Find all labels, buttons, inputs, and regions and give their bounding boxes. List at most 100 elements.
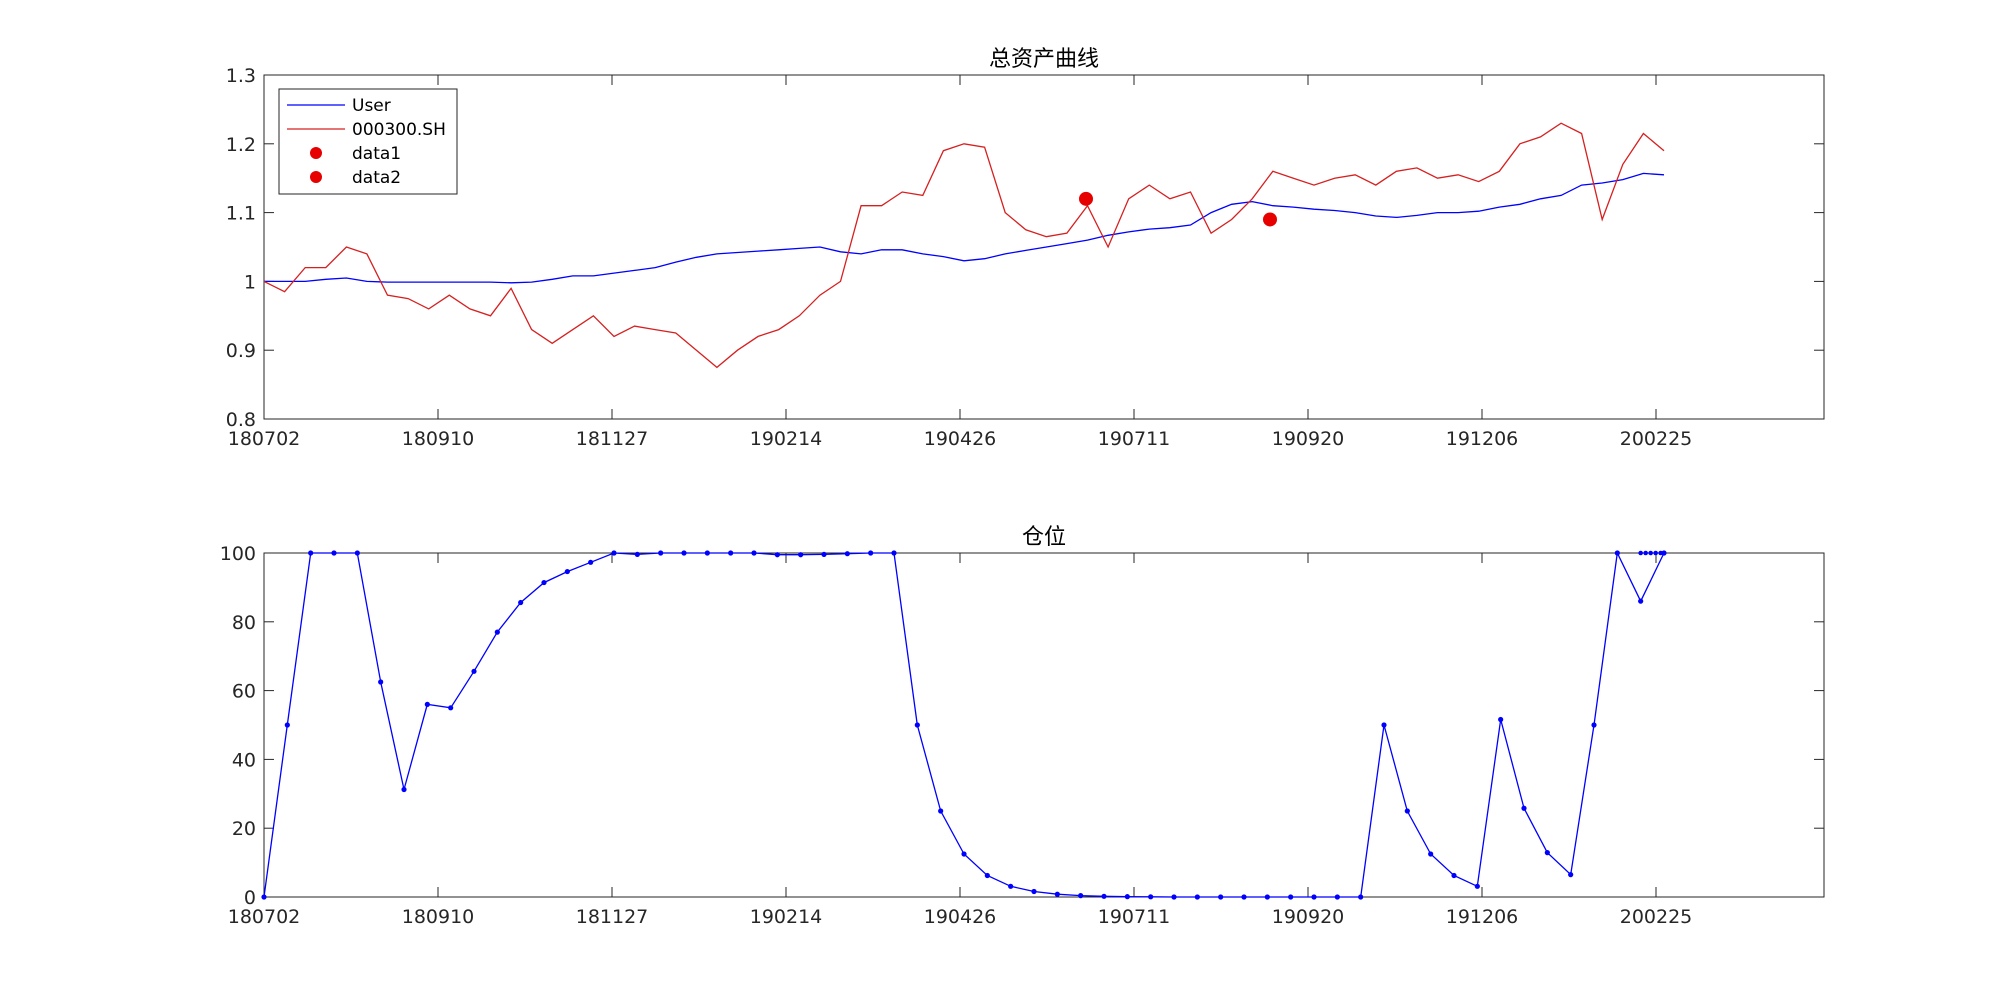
asset-curve-x-tick-label: 190920 [1272, 428, 1345, 450]
legend: User 000300.SH data1 data2 [278, 88, 458, 195]
position-series-point [658, 550, 664, 556]
asset-curve-y-tick-label: 1.1 [226, 203, 256, 225]
asset-curve-x-tick-label: 181127 [576, 428, 649, 450]
position-series-point [1171, 894, 1177, 900]
position-series-point [1358, 894, 1364, 900]
asset-curve-y-tick-label: 0.9 [226, 340, 256, 362]
position-x-tick-label: 181127 [576, 906, 649, 928]
position-series-point [681, 550, 687, 556]
position-series [261, 550, 1667, 900]
position-y-tick-label: 100 [220, 543, 256, 565]
position-series-point [891, 550, 897, 556]
position-series-point [331, 550, 337, 556]
position-series-point [1334, 894, 1340, 900]
position-panel: 仓位 0 20 40 60 80 100 180702 180910 181127 190214… [220, 525, 1825, 928]
position-series-point [868, 550, 874, 556]
position-series-point [611, 550, 617, 556]
position-series-point [378, 679, 384, 685]
asset-curve-y-tick-label: 1.3 [226, 65, 256, 87]
legend-label-data2: data2 [352, 168, 401, 188]
position-series-point [1148, 894, 1154, 900]
position-series-point [1008, 883, 1014, 889]
position-series-point [984, 872, 990, 879]
position-series-point [728, 550, 734, 556]
asset-curve-y-tick-label: 1 [244, 271, 256, 293]
position-x-tick-label: 180702 [228, 906, 301, 928]
asset-curve-x-tick-label: 191206 [1446, 428, 1519, 450]
position-y-tick-label: 20 [232, 818, 256, 840]
position-series-point [914, 722, 920, 728]
position-series-point [1653, 550, 1658, 556]
position-series-point [1311, 894, 1317, 900]
position-x-tick-label: 190920 [1272, 906, 1345, 928]
position-x-ticks: 180702 180910 181127 190214 190426 190711 1909… [228, 553, 1693, 928]
asset-curve-series [263, 122, 1665, 369]
asset-curve-x-tick-label: 180702 [228, 428, 301, 450]
position-series-point [1124, 894, 1130, 900]
position-x-tick-label: 200225 [1620, 906, 1693, 928]
asset-curve-y-tick-label: 1.2 [226, 134, 256, 156]
position-series-point [1078, 893, 1084, 899]
position-x-tick-label: 190711 [1098, 906, 1171, 928]
position-series-point [1658, 550, 1663, 556]
position-series-point [1648, 550, 1653, 556]
position-series-point [1498, 716, 1504, 723]
position-series-point [1288, 894, 1294, 900]
position-series-point [1544, 850, 1550, 856]
position-series-point [1591, 722, 1597, 728]
position-series-point [1054, 891, 1060, 897]
position-axes [263, 552, 1825, 898]
position-series-point [961, 851, 967, 857]
position-title: 仓位 [1022, 525, 1066, 550]
position-series-point [844, 551, 850, 557]
position-series-point [1568, 872, 1574, 878]
position-series-point [704, 550, 710, 556]
position-series-point [1474, 883, 1480, 889]
position-series-point [1661, 550, 1667, 556]
position-series-point [1638, 598, 1644, 604]
asset-curve-x-tick-label: 190426 [924, 428, 997, 450]
position-series-point [1031, 888, 1037, 895]
position-series-point [751, 550, 757, 556]
position-series-point [1638, 550, 1643, 556]
position-series-point [1643, 550, 1648, 556]
asset-curve-x-tick-label: 200225 [1620, 428, 1693, 450]
position-series-point [494, 629, 500, 635]
asset-curve-x-tick-label: 190711 [1098, 428, 1171, 450]
position-y-tick-label: 60 [232, 681, 256, 703]
position-series-point [821, 551, 827, 557]
position-series-point [564, 568, 570, 575]
position-x-tick-label: 191206 [1446, 906, 1519, 928]
position-series-point [1218, 894, 1224, 900]
asset-curve-x-tick-label: 180910 [402, 428, 475, 450]
position-series-point [354, 550, 360, 556]
legend-label-user: User [352, 96, 391, 116]
asset-curve-data2-marker [1263, 212, 1277, 227]
position-series-point [634, 551, 640, 557]
position-series-point [1264, 894, 1270, 900]
position-series-point [401, 786, 407, 793]
position-series-point [774, 552, 780, 558]
position-series-point [798, 552, 804, 558]
position-y-tick-label: 0 [244, 887, 256, 909]
position-series-point [1451, 872, 1457, 879]
position-series-point [1381, 722, 1387, 728]
asset-curve-series-000300-sh-line [263, 122, 1665, 369]
position-series-point [284, 722, 290, 728]
position-x-tick-label: 180910 [402, 906, 475, 928]
asset-curve-x-ticks: 180702 180910 181127 190214 190426 190711 1909… [228, 75, 1693, 450]
position-series-point [518, 599, 524, 606]
position-series-point [588, 559, 594, 565]
legend-label-000300: 000300.SH [352, 120, 446, 140]
position-x-tick-label: 190214 [750, 906, 823, 928]
asset-curve-panel: 总资产曲线 0.8 0.9 1 1.1 1.2 1.3 180702 180910 18112… [226, 47, 1825, 450]
position-y-tick-label: 80 [232, 612, 256, 634]
legend-swatch-data2 [310, 171, 322, 183]
position-series-point [1101, 893, 1107, 899]
asset-curve-data1-marker [1079, 191, 1093, 206]
position-series-point [1521, 805, 1527, 811]
position-series-point [1194, 894, 1200, 900]
legend-swatch-data1 [310, 147, 322, 159]
position-y-tick-label: 40 [232, 749, 256, 771]
